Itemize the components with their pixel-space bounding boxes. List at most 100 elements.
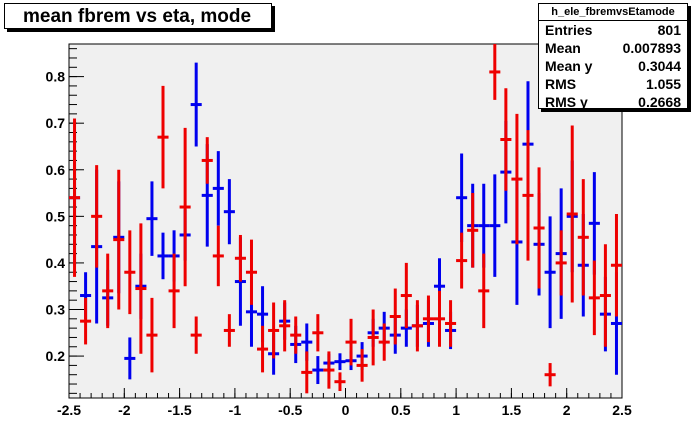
data-point xyxy=(190,62,202,147)
data-point xyxy=(456,232,468,289)
data-point xyxy=(323,351,335,389)
stats-box: h_ele_fbremvsEtamode Entries 801 Mean 0.… xyxy=(538,3,688,111)
data-point xyxy=(411,300,423,352)
x-tick-label: 1 xyxy=(452,402,460,418)
data-point xyxy=(301,351,313,394)
data-point xyxy=(257,325,269,373)
stats-label: Entries xyxy=(545,22,593,38)
data-point xyxy=(91,165,103,268)
data-point xyxy=(113,169,125,310)
x-tick-label: -0.5 xyxy=(278,402,302,418)
data-point xyxy=(268,302,280,359)
data-point xyxy=(356,349,368,382)
y-tick-label: 0.4 xyxy=(46,255,66,271)
data-point xyxy=(179,127,191,287)
data-point xyxy=(577,179,589,296)
data-point xyxy=(334,372,346,392)
stats-value: 0.007893 xyxy=(622,40,681,56)
data-point xyxy=(212,225,224,287)
x-tick-label: -1 xyxy=(229,402,242,418)
data-point xyxy=(544,216,556,329)
data-point xyxy=(135,223,147,354)
data-point xyxy=(201,137,213,184)
data-point xyxy=(223,179,235,245)
data-point xyxy=(146,181,158,256)
data-point xyxy=(467,193,479,268)
data-point xyxy=(69,118,81,277)
data-point xyxy=(124,230,136,315)
data-point xyxy=(223,314,235,347)
data-point xyxy=(389,288,401,345)
stats-histogram-name: h_ele_fbremvsEtamode xyxy=(539,4,687,21)
data-point xyxy=(566,125,578,303)
data-point xyxy=(168,253,180,329)
data-point xyxy=(312,314,324,352)
data-point xyxy=(555,230,567,296)
data-point xyxy=(522,130,534,261)
data-point xyxy=(599,244,611,347)
data-point xyxy=(124,337,136,380)
data-point xyxy=(245,239,258,305)
data-point xyxy=(157,232,169,280)
data-point xyxy=(80,297,92,345)
x-tick-label: -2.5 xyxy=(57,402,81,418)
y-tick-label: 0.5 xyxy=(46,208,66,224)
y-tick-label: 0.2 xyxy=(46,348,66,364)
stats-label: Mean xyxy=(545,40,581,56)
x-tick-label: 0 xyxy=(342,402,350,418)
stats-label: RMS xyxy=(545,76,577,92)
data-point xyxy=(312,356,324,385)
data-point xyxy=(500,88,512,191)
data-point xyxy=(489,174,501,277)
stats-row-rms-y: RMS y 0.2668 xyxy=(539,93,687,111)
data-point xyxy=(345,318,357,366)
data-point xyxy=(588,172,600,275)
data-point xyxy=(378,323,390,361)
x-tick-label: -2 xyxy=(118,402,131,418)
data-point xyxy=(146,297,158,373)
data-point xyxy=(478,253,490,329)
data-point xyxy=(102,253,114,329)
stats-value: 0.3044 xyxy=(638,58,681,74)
stats-label: Mean y xyxy=(545,58,593,74)
y-tick-label: 0.6 xyxy=(46,162,66,178)
data-point xyxy=(422,295,434,343)
y-tick-label: 0.8 xyxy=(46,69,66,85)
x-tick-label: 0.5 xyxy=(391,402,411,418)
data-point xyxy=(445,300,457,347)
data-point xyxy=(544,363,556,387)
chart-title: mean fbrem vs eta, mode xyxy=(4,3,272,29)
data-point xyxy=(433,290,446,347)
series-layer xyxy=(69,44,622,394)
data-point xyxy=(533,167,545,289)
data-point xyxy=(279,300,291,352)
stats-row-entries: Entries 801 xyxy=(539,21,687,39)
y-tick-label: 0.3 xyxy=(46,302,66,318)
data-point xyxy=(489,44,501,100)
data-point xyxy=(588,260,600,336)
stats-row-rms: RMS 1.055 xyxy=(539,75,687,93)
data-point xyxy=(511,113,523,245)
data-point xyxy=(610,214,622,317)
series-2 xyxy=(69,44,622,394)
data-point xyxy=(400,262,412,329)
plot-frame xyxy=(68,43,623,399)
x-tick-label: 2 xyxy=(563,402,571,418)
y-tick-label: 0.7 xyxy=(46,115,66,131)
data-point xyxy=(234,234,246,282)
stats-value: 1.055 xyxy=(645,76,681,92)
stats-row-mean: Mean 0.007893 xyxy=(539,39,687,57)
x-tick-label: -1.5 xyxy=(168,402,192,418)
stats-row-mean-y: Mean y 0.3044 xyxy=(539,57,687,75)
x-tick-label: 2.5 xyxy=(612,402,632,418)
data-point xyxy=(456,153,468,242)
stats-value: 0.2668 xyxy=(638,94,681,110)
x-tick-label: 1.5 xyxy=(502,402,522,418)
stats-label: RMS y xyxy=(545,94,588,110)
data-point xyxy=(157,85,169,189)
data-point xyxy=(367,309,379,366)
data-point xyxy=(334,353,346,371)
data-point xyxy=(212,151,224,226)
data-point xyxy=(190,316,202,354)
